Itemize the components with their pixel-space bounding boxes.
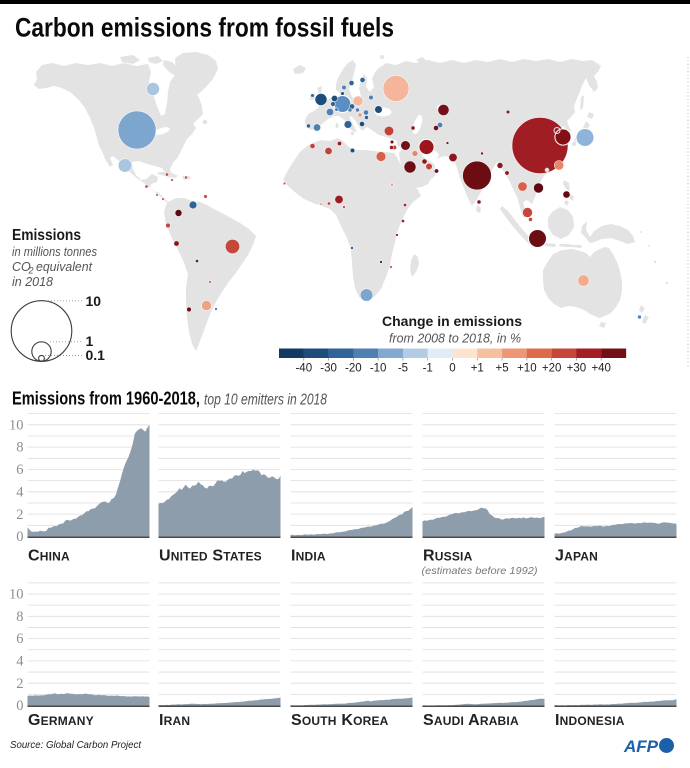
svg-text:2: 2 bbox=[16, 507, 23, 523]
svg-text:Source: Global Carbon Project: Source: Global Carbon Project bbox=[10, 739, 142, 751]
svg-text:6: 6 bbox=[16, 631, 23, 647]
svg-text:(estimates before 1992): (estimates before 1992) bbox=[422, 565, 538, 577]
svg-text:1: 1 bbox=[86, 333, 94, 349]
svg-text:-40: -40 bbox=[295, 363, 312, 375]
svg-text:+1: +1 bbox=[471, 363, 484, 375]
svg-text:in 2018: in 2018 bbox=[12, 275, 53, 289]
svg-text:10: 10 bbox=[9, 417, 24, 433]
svg-text:CO: CO bbox=[12, 260, 31, 274]
svg-text:6: 6 bbox=[16, 462, 23, 478]
svg-text:2: 2 bbox=[28, 266, 34, 276]
svg-text:-10: -10 bbox=[370, 363, 387, 375]
svg-text:-5: -5 bbox=[398, 363, 408, 375]
svg-text:Change in emissions: Change in emissions bbox=[382, 314, 522, 329]
svg-text:top 10 emitters in 2018: top 10 emitters in 2018 bbox=[204, 392, 327, 409]
svg-text:UNITED STATES: UNITED STATES bbox=[159, 548, 262, 565]
svg-text:2: 2 bbox=[16, 676, 23, 692]
svg-text:from 2008 to 2018, in %: from 2008 to 2018, in % bbox=[389, 331, 521, 346]
svg-text:-1: -1 bbox=[423, 363, 433, 375]
svg-text:8: 8 bbox=[16, 440, 23, 456]
svg-text:0: 0 bbox=[16, 529, 23, 545]
svg-text:+5: +5 bbox=[496, 363, 509, 375]
svg-text:SOUTH KOREA: SOUTH KOREA bbox=[291, 712, 389, 729]
svg-text:+20: +20 bbox=[542, 363, 562, 375]
svg-text:8: 8 bbox=[16, 609, 23, 625]
svg-text:GERMANY: GERMANY bbox=[28, 712, 94, 729]
svg-text:0.1: 0.1 bbox=[86, 347, 106, 363]
svg-text:Emissions from 1960-2018,: Emissions from 1960-2018, bbox=[12, 389, 200, 409]
svg-text:10: 10 bbox=[86, 293, 102, 309]
svg-text:4: 4 bbox=[16, 484, 24, 500]
svg-text:-30: -30 bbox=[320, 363, 337, 375]
svg-text:equivalent: equivalent bbox=[36, 260, 93, 274]
svg-text:10: 10 bbox=[9, 587, 24, 603]
svg-text:Emissions: Emissions bbox=[12, 227, 81, 244]
svg-text:0: 0 bbox=[449, 363, 455, 375]
svg-text:+10: +10 bbox=[517, 363, 537, 375]
svg-text:SAUDI ARABIA: SAUDI ARABIA bbox=[423, 712, 519, 729]
svg-text:CHINA: CHINA bbox=[28, 548, 70, 565]
svg-text:IRAN: IRAN bbox=[159, 712, 190, 729]
svg-text:in millions tonnes: in millions tonnes bbox=[12, 245, 97, 259]
svg-text:4: 4 bbox=[16, 654, 24, 670]
svg-text:+30: +30 bbox=[567, 363, 587, 375]
svg-text:RUSSIA: RUSSIA bbox=[423, 548, 473, 565]
svg-text:INDONESIA: INDONESIA bbox=[555, 712, 625, 729]
svg-text:0: 0 bbox=[16, 698, 23, 714]
svg-text:INDIA: INDIA bbox=[291, 548, 326, 565]
svg-text:-20: -20 bbox=[345, 363, 362, 375]
svg-text:AFP: AFP bbox=[623, 737, 659, 756]
svg-text:JAPAN: JAPAN bbox=[555, 548, 598, 565]
svg-text:+40: +40 bbox=[591, 363, 611, 375]
svg-text:Carbon emissions from fossil f: Carbon emissions from fossil fuels bbox=[15, 13, 394, 43]
